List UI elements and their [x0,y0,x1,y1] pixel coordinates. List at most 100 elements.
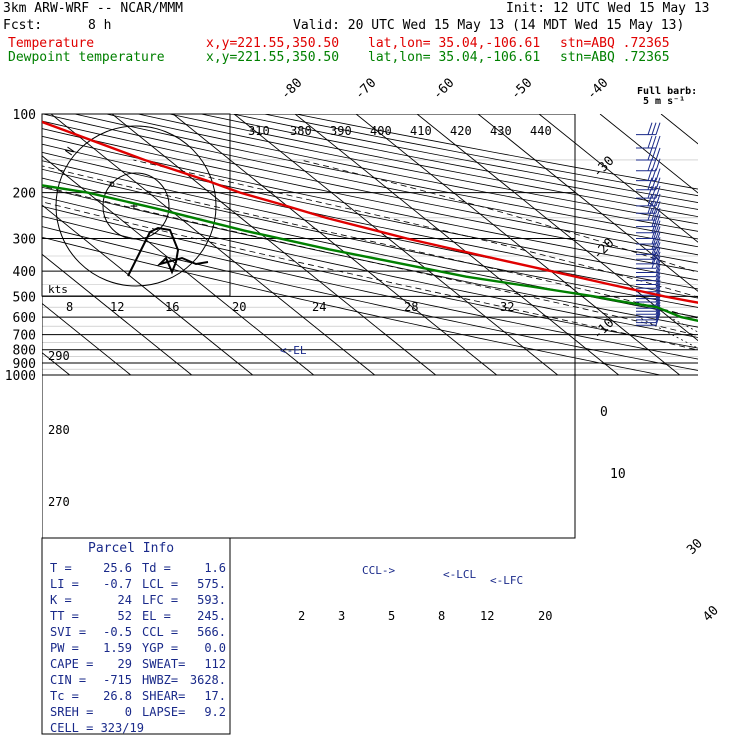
dewpoint-latlon: lat,lon= 35.04,-106.61 [368,50,541,65]
wind-barb-flag [651,237,657,250]
wind-barb-flag [647,158,653,171]
parcel-value: 575. [197,577,226,591]
isotherm-label: 0 [600,405,608,420]
dewpoint-legend: Dewpoint temperature [8,50,165,65]
wind-barb [636,299,661,312]
dry-adiabat-line [42,196,698,338]
hodograph-ring-label-small: o [109,179,115,190]
wind-barb-flag [655,147,661,161]
isotherm-line [416,114,698,342]
hodograph-speed-label: 16 [165,300,179,314]
wind-barb [636,231,661,245]
parcel-key: LAPSE= [142,705,185,719]
hodograph-ring-outer [55,125,217,287]
mixing-ratio-label: 2 [298,609,305,623]
pressure-tick-label: 500 [13,290,36,305]
wind-barb-flag [651,135,657,149]
wind-barb-flag [651,147,657,161]
level-annotation: <-LFC [490,574,523,587]
parcel-key: LCL = [142,577,178,591]
parcel-key: LI = [50,577,79,591]
parcel-value: 17. [204,689,226,703]
hodograph-ring-inner [102,172,170,240]
wind-barb-flag [655,168,661,181]
wind-barb-flag [651,207,657,221]
theta-label: 410 [410,124,432,138]
temperature-trace [42,120,698,304]
hodograph-speed-label: 28 [404,300,418,314]
wind-barb-flag [655,264,661,277]
hodograph-trace [127,226,209,277]
theta-label: 390 [330,124,352,138]
isotherm-label: -70 [352,76,379,103]
mixing-ratio-label: 20 [538,609,552,623]
wind-barb [636,135,661,149]
isotherm-label: 40 [700,603,722,625]
parcel-key: Td = [142,561,171,575]
wind-barb [636,237,661,250]
parcel-value: 0 [125,705,132,719]
wind-barb [636,207,661,221]
parcel-value: 9.2 [204,705,226,719]
wind-barb [636,247,661,260]
wind-barb-flag [655,226,661,239]
wet-bulb-label: 280 [48,423,70,437]
isotherm-line [42,155,314,376]
wind-barb-flag [655,307,661,321]
mixing-ratio-label: 3 [338,609,345,623]
wind-barb-flag [655,251,661,264]
hodograph-speed-label: 8 [66,300,73,314]
hodograph-speed-label: 20 [232,300,246,314]
theta-label: 310 [248,124,270,138]
wind-barb-flag [651,251,657,264]
isotherm-label: -80 [278,76,305,103]
parcel-key: K = [50,593,72,607]
moist-adiabat-line [42,165,698,319]
wind-barb-flag [655,247,661,260]
wind-barb-flag [655,231,661,245]
dry-adiabat-line [42,128,698,264]
isotherm-label: 30 [684,536,706,558]
wind-barb [636,201,661,214]
wind-barb-flag [655,220,661,233]
dry-adiabat-line [42,215,698,360]
dewpoint-trace [42,184,698,323]
level-annotation: <-LCL [443,568,476,581]
dry-adiabat-line [74,114,698,240]
level-annotation: CCL-> [362,564,395,577]
valid-time: Valid: 20 UTC Wed 15 May 13 (14 MDT Wed … [293,18,685,33]
dewpoint-xy: x,y=221.55,350.50 [206,50,340,65]
barb-legend-title: Full barb: [637,86,697,97]
wind-barb [636,276,661,289]
parcel-value: 566. [197,625,226,639]
wind-barb-flag [651,185,657,199]
wind-barb-flag [655,256,661,269]
wind-barb-flag [655,135,661,149]
mixing-ratio-line [710,317,740,375]
dry-adiabat-line [42,151,698,290]
temperature-legend: Temperature [8,36,95,51]
wind-barb-flag [655,260,661,273]
hodograph-speed-label: 24 [312,300,326,314]
isotherm-line [294,114,619,376]
barb-legend-value: 5 m s⁻¹ [643,96,685,107]
parcel-info-panel: Parcel Info T = 25.6 Td = 1.6 LI = -0.7 LCL = 57… [41,537,231,735]
wind-barb [636,220,661,234]
wind-barb-flag [655,286,661,299]
wind-barb [636,122,661,136]
parcel-key: T = [50,561,72,575]
wind-barb-flag [651,177,657,190]
parcel-value: 29 [118,657,132,671]
isotherm-line [42,253,192,376]
parcel-value: 25.6 [103,561,132,575]
pressure-tick-label: 300 [13,233,36,248]
dry-adiabat-line [42,236,661,376]
wind-barb-flag [651,168,657,181]
parcel-value: 1.6 [204,561,226,575]
wind-barb [636,283,661,296]
wind-barb-flag [651,247,657,260]
wind-barb-flag [655,299,661,312]
wind-barb [636,272,661,285]
parcel-value: -0.7 [103,577,132,591]
wind-barb-flag [655,242,661,255]
